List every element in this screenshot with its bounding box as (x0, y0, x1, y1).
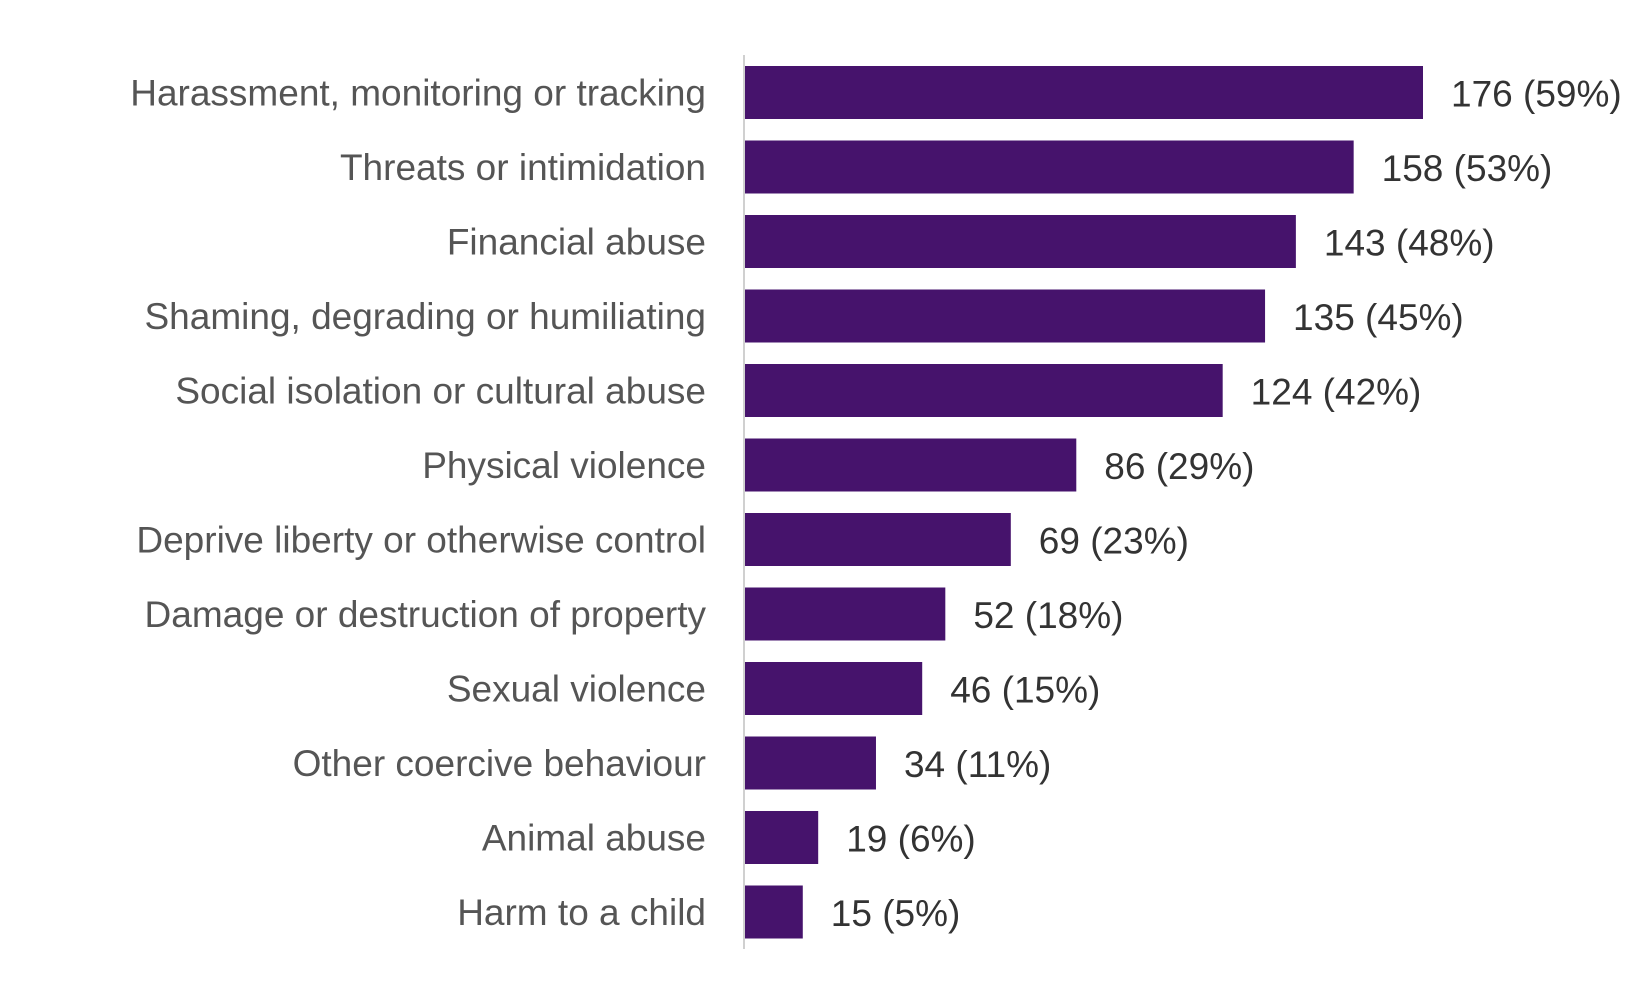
bar (745, 736, 876, 790)
data-label: 124 (42%) (1251, 372, 1422, 413)
bar (745, 885, 803, 939)
category-label: Deprive liberty or otherwise control (136, 520, 706, 561)
data-label: 19 (6%) (846, 819, 976, 860)
data-label: 34 (11%) (904, 744, 1051, 785)
category-label: Harassment, monitoring or tracking (130, 73, 706, 114)
bar (745, 662, 923, 715)
data-label: 52 (18%) (973, 595, 1123, 636)
category-label: Threats or intimidation (340, 147, 706, 188)
category-label: Other coercive behaviour (293, 743, 706, 784)
data-label: 135 (45%) (1293, 297, 1464, 338)
bar (745, 811, 819, 864)
bar (745, 66, 1423, 119)
category-label: Animal abuse (482, 818, 706, 859)
data-label: 15 (5%) (831, 893, 961, 934)
data-label: 158 (53%) (1382, 148, 1553, 189)
data-label: 69 (23%) (1039, 521, 1189, 562)
data-label: 46 (15%) (950, 670, 1100, 711)
category-label: Social isolation or cultural abuse (175, 371, 706, 412)
category-label: Sexual violence (447, 669, 706, 710)
bar (745, 364, 1223, 417)
data-label: 176 (59%) (1451, 74, 1622, 115)
category-label: Harm to a child (457, 892, 706, 933)
bar (745, 438, 1077, 492)
data-label: 86 (29%) (1104, 446, 1254, 487)
bar (745, 587, 946, 641)
bar (745, 140, 1354, 194)
bar (745, 513, 1011, 566)
category-label: Financial abuse (447, 222, 706, 263)
category-label: Shaming, degrading or humiliating (144, 296, 706, 337)
category-label: Damage or destruction of property (145, 594, 707, 635)
bar (745, 289, 1266, 343)
bar (745, 215, 1296, 268)
data-label: 143 (48%) (1324, 223, 1495, 264)
category-label: Physical violence (422, 445, 706, 486)
